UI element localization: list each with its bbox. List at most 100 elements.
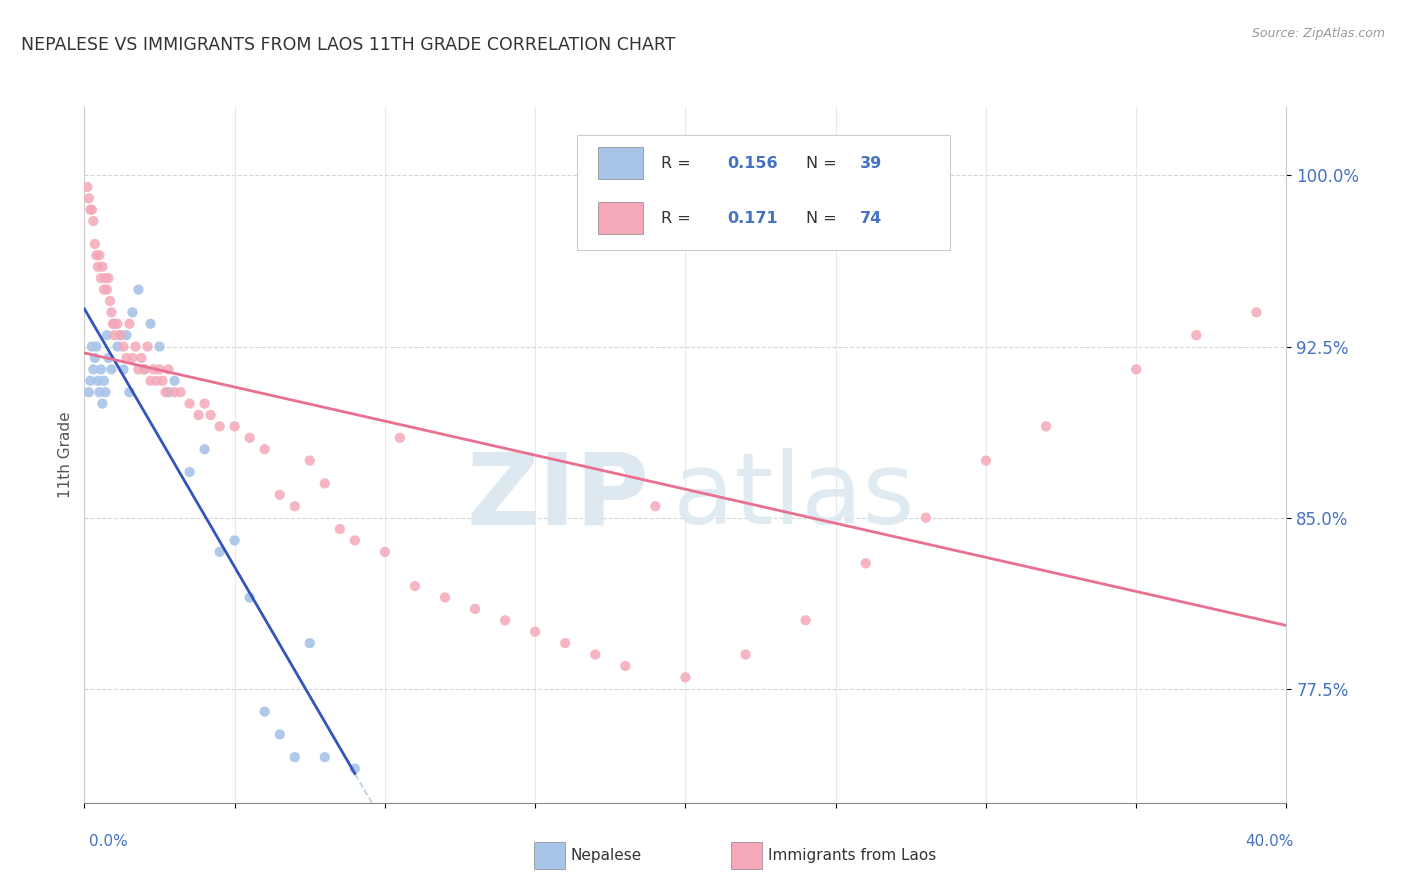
Point <box>155 385 177 400</box>
Point <box>100 362 122 376</box>
Point <box>94 271 117 285</box>
Point <box>434 591 457 605</box>
Point <box>131 351 153 365</box>
Point <box>103 328 125 343</box>
Point <box>269 727 291 741</box>
Point <box>83 351 105 365</box>
Text: R =: R = <box>661 155 696 170</box>
Point <box>118 317 141 331</box>
Point <box>80 340 103 354</box>
Point <box>675 670 697 684</box>
Point <box>91 396 114 410</box>
Point <box>253 442 276 457</box>
Point <box>101 317 124 331</box>
Text: 0.0%: 0.0% <box>89 834 128 849</box>
Point <box>107 317 129 331</box>
Point <box>194 442 217 457</box>
Point <box>87 260 110 274</box>
Point <box>124 340 146 354</box>
Point <box>224 533 246 548</box>
Point <box>100 305 122 319</box>
Point <box>388 431 411 445</box>
Point <box>179 396 201 410</box>
Point <box>112 340 135 354</box>
Y-axis label: 11th Grade: 11th Grade <box>58 411 73 499</box>
Point <box>284 750 307 764</box>
Point <box>107 340 129 354</box>
Point <box>82 214 104 228</box>
Point <box>494 613 516 627</box>
Point <box>82 362 104 376</box>
Point <box>329 522 352 536</box>
Point <box>121 305 143 319</box>
Point <box>554 636 576 650</box>
Point <box>93 374 115 388</box>
Point <box>200 408 222 422</box>
Point <box>80 202 103 217</box>
Point <box>614 659 637 673</box>
Point <box>163 385 186 400</box>
Text: ZIP: ZIP <box>467 448 650 545</box>
Point <box>298 453 321 467</box>
Point <box>269 488 291 502</box>
Point <box>152 374 174 388</box>
Point <box>139 374 162 388</box>
Point <box>93 283 115 297</box>
Point <box>343 762 366 776</box>
Point <box>374 545 396 559</box>
Point <box>94 385 117 400</box>
Point <box>314 476 336 491</box>
Point <box>98 293 121 308</box>
Point <box>79 202 101 217</box>
Point <box>1185 328 1208 343</box>
Text: atlas: atlas <box>673 448 915 545</box>
Point <box>77 385 100 400</box>
Text: Source: ZipAtlas.com: Source: ZipAtlas.com <box>1251 27 1385 40</box>
Point <box>915 510 938 524</box>
Point <box>103 317 125 331</box>
Point <box>464 602 486 616</box>
Point <box>77 191 100 205</box>
Text: 0.171: 0.171 <box>727 211 778 226</box>
Point <box>110 328 132 343</box>
Bar <box>598 202 644 234</box>
Point <box>1125 362 1147 376</box>
Point <box>89 248 111 262</box>
Point <box>118 385 141 400</box>
Point <box>86 340 108 354</box>
Point <box>583 648 606 662</box>
Point <box>298 636 321 650</box>
Point <box>404 579 426 593</box>
Text: R =: R = <box>661 211 696 226</box>
Point <box>127 283 149 297</box>
Point <box>179 465 201 479</box>
Point <box>284 500 307 514</box>
Point <box>97 351 120 365</box>
Point <box>89 385 111 400</box>
Point <box>157 385 180 400</box>
Text: 40.0%: 40.0% <box>1246 834 1294 849</box>
Point <box>148 340 170 354</box>
Text: N =: N = <box>806 155 842 170</box>
Text: N =: N = <box>806 211 842 226</box>
Point <box>208 419 231 434</box>
Text: NEPALESE VS IMMIGRANTS FROM LAOS 11TH GRADE CORRELATION CHART: NEPALESE VS IMMIGRANTS FROM LAOS 11TH GR… <box>21 36 676 54</box>
Point <box>163 374 186 388</box>
Point <box>208 545 231 559</box>
Point <box>121 351 143 365</box>
Point <box>142 362 165 376</box>
Point <box>253 705 276 719</box>
Point <box>87 374 110 388</box>
Point <box>79 374 101 388</box>
Point <box>194 396 217 410</box>
Point <box>110 328 132 343</box>
Text: Immigrants from Laos: Immigrants from Laos <box>768 848 936 863</box>
Point <box>187 408 209 422</box>
Point <box>112 362 135 376</box>
Point <box>90 362 112 376</box>
Point <box>91 260 114 274</box>
Text: Nepalese: Nepalese <box>571 848 643 863</box>
Point <box>145 374 167 388</box>
Point <box>974 453 997 467</box>
Point <box>239 431 262 445</box>
